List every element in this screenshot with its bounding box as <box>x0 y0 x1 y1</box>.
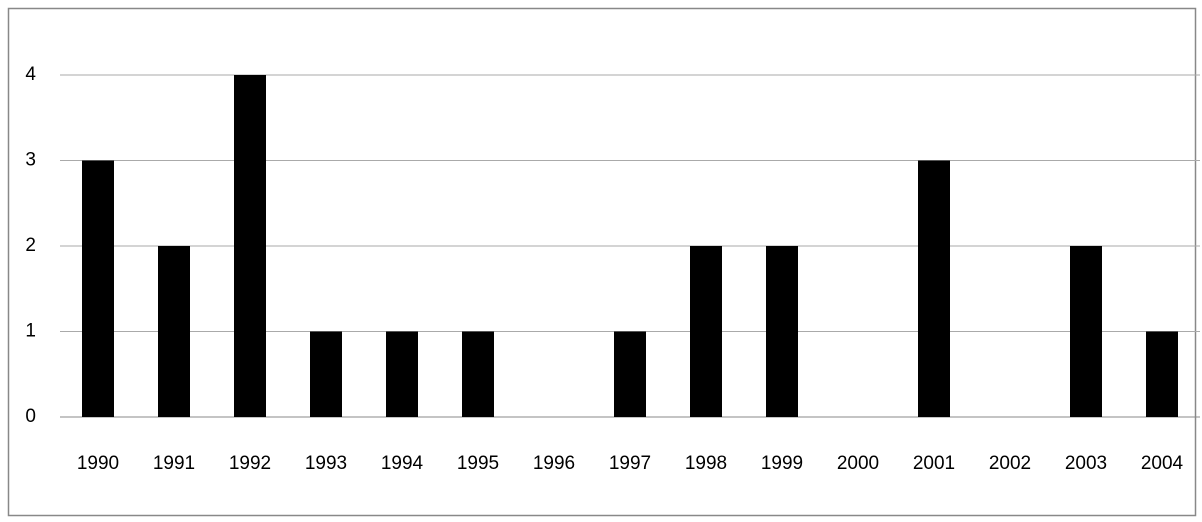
bar <box>82 160 114 417</box>
y-tick-label: 1 <box>25 321 36 342</box>
x-tick-label: 1999 <box>761 453 803 474</box>
bar <box>1146 331 1178 417</box>
bar <box>234 75 266 417</box>
x-tick-label: 1993 <box>305 453 347 474</box>
bar <box>918 160 950 417</box>
bar <box>462 331 494 417</box>
bar <box>386 331 418 417</box>
chart-border <box>7 7 1197 517</box>
x-tick-label: 2001 <box>913 453 955 474</box>
x-tick-label: 1996 <box>533 453 575 474</box>
x-tick-label: 2004 <box>1141 453 1184 474</box>
y-tick-label: 4 <box>25 64 36 85</box>
bar <box>310 331 342 417</box>
x-tick-label: 1998 <box>685 453 727 474</box>
bar <box>1070 246 1102 417</box>
x-tick-label: 1991 <box>153 453 195 474</box>
x-tick-label: 1997 <box>609 453 651 474</box>
x-tick-label: 1992 <box>229 453 271 474</box>
x-tick-label: 2003 <box>1065 453 1107 474</box>
y-tick-label: 2 <box>25 235 36 256</box>
y-tick-label: 3 <box>25 150 36 171</box>
x-tick-label: 2000 <box>837 453 879 474</box>
x-tick-label: 2002 <box>989 453 1031 474</box>
bar <box>614 331 646 417</box>
bar <box>766 246 798 417</box>
x-tick-label: 1995 <box>457 453 499 474</box>
x-tick-label: 1990 <box>77 453 119 474</box>
bar <box>158 246 190 417</box>
y-tick-label: 0 <box>25 406 36 427</box>
x-tick-label: 1994 <box>381 453 424 474</box>
bar <box>690 246 722 417</box>
